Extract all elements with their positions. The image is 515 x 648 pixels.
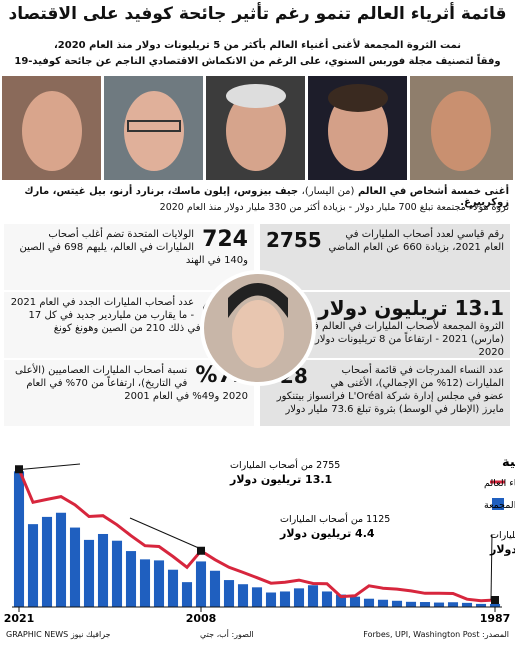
- bar: [69, 527, 81, 607]
- bar: [181, 582, 193, 607]
- bar: [419, 602, 431, 607]
- photo: [206, 76, 305, 180]
- bar: [83, 539, 95, 607]
- annotation: 295 مليار دولار: [489, 543, 515, 556]
- bar: [125, 551, 137, 607]
- photo: [410, 76, 513, 180]
- bar: [13, 471, 25, 607]
- photo-credit: الصور: أب، جتي: [200, 630, 254, 639]
- bar: [349, 596, 361, 607]
- bar: [447, 602, 459, 607]
- stat-box: 2755 رقم قياسي لعدد أصحاب المليارات في ال…: [260, 224, 510, 290]
- subtitle: نمت الثروة المجمعة لأغنى أغنياء العالم ب…: [53, 40, 462, 51]
- bar: [251, 587, 263, 607]
- bar: [293, 588, 305, 607]
- legend-label: القيمة الصافية المجمعة: [484, 500, 515, 511]
- leader: [490, 533, 493, 601]
- caption-names: جيف بيزوس، إيلون ماسك، برنارد أرنو، بيل …: [24, 186, 509, 208]
- bar: [489, 603, 501, 607]
- bar: [167, 569, 179, 607]
- center-photo: [200, 270, 316, 386]
- chart-title: ثروات متنامية: [502, 455, 515, 470]
- photos: [2, 76, 513, 180]
- bar: [209, 570, 221, 607]
- bar: [27, 524, 39, 607]
- bar: [363, 598, 375, 607]
- annotation: 1125 من أصحاب المليارات: [280, 512, 390, 525]
- stat-number: 13.1 تريليون دولار: [318, 296, 504, 320]
- bar: [153, 560, 165, 607]
- bar: [475, 603, 487, 607]
- annotation: 4.4 تريليون دولار: [279, 527, 375, 540]
- bar: [55, 512, 67, 607]
- caption-note: (من اليسار)،: [301, 186, 355, 197]
- bar: [97, 533, 109, 607]
- stat-text: الولايات المتحدة تضم أغلب أصحاب المليارا…: [19, 229, 248, 266]
- title: قائمة أثرياء العالم تنمو رغم تأثير جائحة…: [8, 4, 507, 24]
- line: [17, 468, 496, 603]
- chart: ثروات متنامية عدد أصحاب المليارات في جميع…: [4, 455, 515, 625]
- stat-text: رقم قياسي لعدد أصحاب المليارات في العام …: [328, 229, 504, 253]
- bar: [321, 591, 333, 607]
- annotation: 140 من أصحاب المليارات: [490, 528, 515, 541]
- annotation: 2755 من أصحاب المليارات: [230, 458, 340, 471]
- bar: [405, 601, 417, 607]
- leader: [22, 463, 81, 470]
- bar: [111, 540, 123, 607]
- stat-number: 724: [202, 227, 248, 252]
- caption-lead: أغنى خمسة أشخاص في العالم: [357, 186, 509, 197]
- stat-box: 328عدد النساء المدرجات في قائمة أصحاب ال…: [260, 360, 510, 426]
- photo: [308, 76, 407, 180]
- x-tick-label: 2021: [4, 612, 35, 625]
- bar: [307, 585, 319, 607]
- bar: [335, 594, 347, 607]
- source: المصدر: Forbes, UPI, Washington Post: [363, 630, 509, 639]
- photo: [104, 76, 203, 180]
- stat-text: عدد النساء المدرجات في قائمة أصحاب الملي…: [276, 365, 504, 415]
- subtitle: وفقاً لتصنيف مجلة فوربس السنوي، على الرغ…: [14, 56, 501, 67]
- bar: [139, 559, 151, 607]
- photo: [2, 76, 101, 180]
- caption: أغنى خمسة أشخاص في العالم (من اليسار)، ج…: [6, 186, 509, 208]
- bar: [377, 599, 389, 607]
- point-marker: [15, 465, 23, 474]
- caption-line: ثروة هؤلاء مجتمعة تبلغ 700 مليار دولار -…: [159, 202, 509, 213]
- stat-box: 724 الولايات المتحدة تضم أغلب أصحاب الملي…: [4, 224, 254, 290]
- bar: [41, 516, 53, 607]
- x-tick-label: 2008: [186, 612, 217, 625]
- legend-label: عدد أصحاب المليارات في جميع أنحاء العالم: [484, 476, 515, 489]
- stat-text: نسبة أصحاب المليارات العصاميين (الأعلى ف…: [14, 365, 248, 402]
- point-marker: [491, 596, 499, 604]
- bar: [195, 561, 207, 607]
- stat-text: الثروة المجمعة لأصحاب المليارات في العال…: [275, 321, 504, 358]
- stat-box: %72 نسبة أصحاب المليارات العصاميين (الأعل…: [4, 360, 254, 426]
- bar: [265, 592, 277, 607]
- bar: [237, 584, 249, 607]
- annotation: 13.1 تريليون دولار: [229, 473, 332, 486]
- legend-swatch: [492, 498, 504, 510]
- bar: [223, 580, 235, 607]
- leader: [129, 517, 206, 552]
- stat-number: 2755: [266, 228, 322, 252]
- bar: [391, 600, 403, 607]
- bar: [461, 602, 473, 607]
- point-marker: [197, 546, 205, 555]
- bar: [279, 591, 291, 607]
- x-tick-label: 1987: [480, 612, 511, 625]
- bar: [433, 602, 445, 607]
- brand: GRAPHIC NEWS جرافيك نيوز: [6, 630, 111, 639]
